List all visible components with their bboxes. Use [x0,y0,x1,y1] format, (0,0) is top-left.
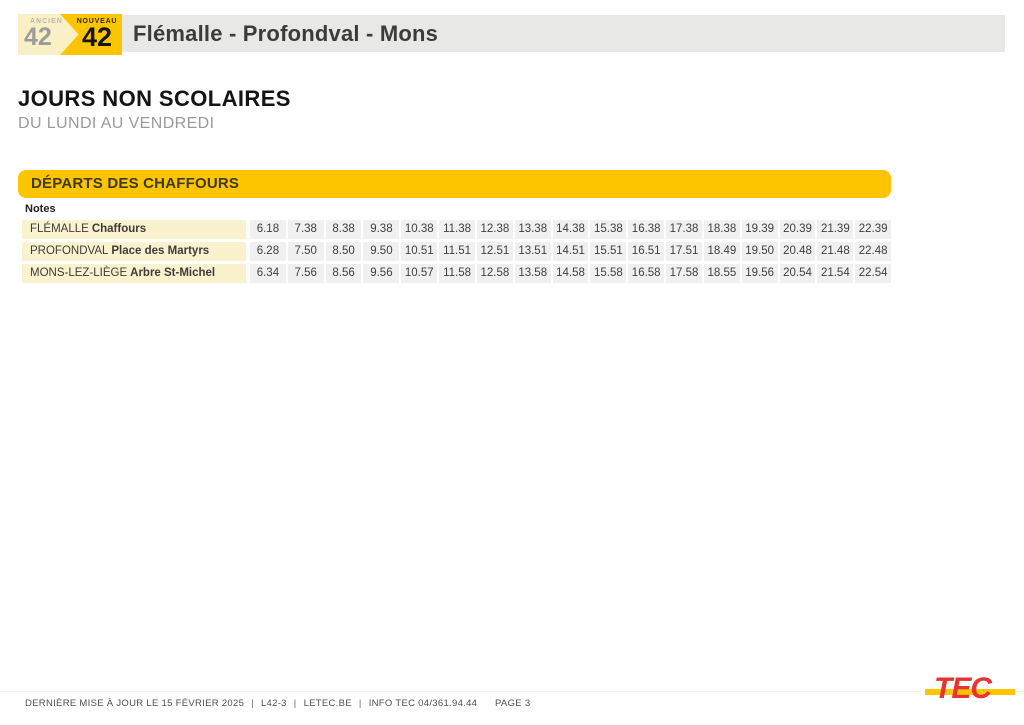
footer-separator: | [358,698,362,709]
time-cell: 18.55 [703,264,740,283]
time-cell: 19.39 [741,220,778,239]
time-cell: 20.39 [779,220,816,239]
time-cell: 15.51 [590,242,627,261]
time-cell: 16.51 [628,242,665,261]
footer-info-line: DERNIÈRE MISE À JOUR LE 15 FÉVRIER 2025 |… [25,698,477,709]
time-cell: 6.18 [250,220,286,239]
time-cell: 11.38 [439,220,475,239]
time-cell: 16.38 [628,220,665,239]
time-cell: 10.57 [401,264,438,283]
time-cell: 14.38 [552,220,589,239]
new-badge-label: NOUVEAU [76,18,118,25]
section-subheading: DU LUNDI AU VENDREDI [18,115,215,132]
tec-logo: TEC [925,671,1015,711]
stop-label-cell: FLÉMALLE Chaffours [22,220,246,239]
time-cell: 14.58 [552,264,589,283]
time-cell: 12.51 [476,242,513,261]
time-cell: 21.54 [817,264,854,283]
table-row: FLÉMALLE Chaffours 6.18 7.38 8.38 9.38 10.38 11… [22,220,892,239]
stop-label-cell: MONS-LEZ-LIÈGE Arbre St-Michel [22,264,246,283]
stop-city: MONS-LEZ-LIÈGE [30,267,128,279]
time-cell: 17.58 [666,264,702,283]
time-cell: 8.56 [325,264,362,283]
tec-logo-yellow-line [925,689,1015,695]
time-cell: 9.38 [363,220,400,239]
old-badge-number: 42 [24,23,52,51]
time-cell: 8.50 [325,242,362,261]
departures-band: DÉPARTS DES CHAFFOURS [18,170,891,198]
footer-divider [0,691,1024,692]
stop-name: Chaffours [91,223,147,235]
departures-band-title: DÉPARTS DES CHAFFOURS [31,175,240,192]
time-cell: 16.58 [628,264,665,283]
time-cell: 10.51 [401,242,438,261]
new-badge-number: 42 [81,22,113,52]
time-cell: 17.51 [666,242,702,261]
footer-website: LETEC.BE [303,698,352,709]
old-badge-label: ANCIEN [30,18,63,25]
time-cell: 13.58 [514,264,551,283]
time-cell: 22.54 [855,264,892,283]
time-cell: 13.51 [514,242,551,261]
time-cell: 12.38 [476,220,513,239]
new-line-badge: NOUVEAU 42 [60,14,122,55]
footer-separator: | [251,698,254,709]
stop-name: Place des Martyrs [111,245,210,257]
time-cell: 7.50 [287,242,324,261]
time-cell: 19.50 [741,242,778,261]
time-cell: 20.48 [779,242,816,261]
time-cell: 15.38 [590,220,627,239]
time-cell: 12.58 [476,264,513,283]
route-title-bar: Flémalle - Profondval - Mons [55,15,1005,52]
time-cell: 7.38 [287,220,324,239]
stop-name: Arbre St-Michel [130,267,216,279]
footer-info-tec: INFO TEC 04/361.94.44 [368,698,478,709]
time-cell: 22.48 [855,242,892,261]
time-cell: 8.38 [325,220,362,239]
time-cell: 13.38 [514,220,551,239]
time-cell: 21.48 [817,242,854,261]
route-title: Flémalle - Profondval - Mons [133,21,439,46]
time-cell: 18.38 [703,220,740,239]
time-cell: 9.56 [363,264,400,283]
stop-city: FLÉMALLE [30,223,89,235]
page-number: PAGE 3 [495,698,531,709]
time-cell: 21.39 [817,220,854,239]
stop-city: PROFONDVAL [30,245,109,257]
time-cell: 18.49 [703,242,740,261]
tec-logo-text: TEC [934,672,992,705]
time-cell: 17.38 [666,220,702,239]
table-row: MONS-LEZ-LIÈGE Arbre St-Michel 6.34 7.56 8.5… [22,264,892,283]
time-cell: 11.51 [439,242,475,261]
table-row: PROFONDVAL Place des Martyrs 6.28 7.50 8.50 9… [22,242,892,261]
time-cell: 14.51 [552,242,589,261]
time-cell: 20.54 [779,264,816,283]
time-cell: 10.38 [401,220,438,239]
stop-label-cell: PROFONDVAL Place des Martyrs [22,242,246,261]
time-cell: 6.34 [250,264,286,283]
timetable-rows: FLÉMALLE Chaffours 6.18 7.38 8.38 9.38 10.38 11… [22,220,892,286]
footer-update-text: DERNIÈRE MISE À JOUR LE 15 FÉVRIER 2025 [25,698,245,709]
notes-label: Notes [25,203,56,215]
time-cell: 22.39 [855,220,892,239]
time-cell: 6.28 [250,242,286,261]
time-cell: 9.50 [363,242,400,261]
footer-line-code: L42-3 [260,698,287,709]
time-cell: 19.56 [741,264,778,283]
time-cell: 7.56 [287,264,324,283]
time-cell: 15.58 [590,264,627,283]
section-heading: JOURS NON SCOLAIRES [18,86,291,111]
time-cell: 11.58 [439,264,475,283]
footer-separator: | [293,698,297,709]
